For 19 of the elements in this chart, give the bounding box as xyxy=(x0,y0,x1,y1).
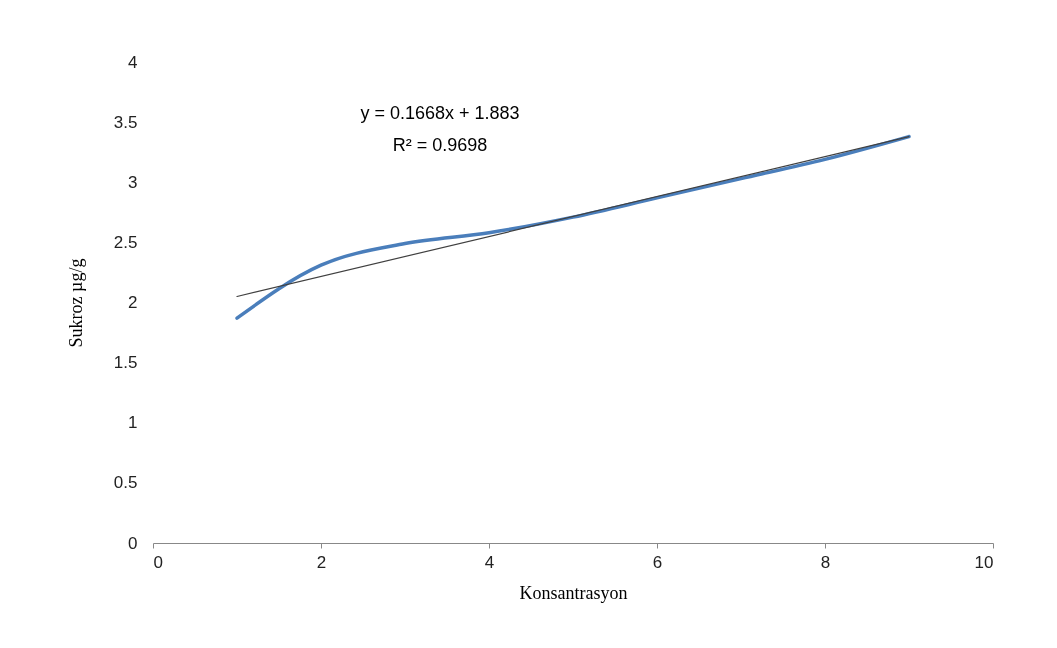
annotation: y = 0.1668x + 1.883 xyxy=(360,103,520,123)
y-tick-label: 1.5 xyxy=(113,353,138,373)
x-axis-title: Konsantrasyon xyxy=(519,582,628,603)
y-tick-label: 4 xyxy=(128,52,138,72)
x-tick-label: 0 xyxy=(153,552,163,572)
y-tick-label: 0.5 xyxy=(113,473,138,493)
x-tick-label: 4 xyxy=(484,552,495,572)
x-tick-label: 8 xyxy=(820,552,831,572)
y-tick-label: 3 xyxy=(128,172,138,192)
y-tick-label: 2.5 xyxy=(113,232,138,252)
x-tick-label: 10 xyxy=(974,552,994,572)
y-tick-label: 3.5 xyxy=(113,112,138,132)
y-tick-label: 0 xyxy=(128,533,138,553)
y-axis-title: Sukroz µg/g xyxy=(65,258,86,348)
x-tick-label: 2 xyxy=(316,552,327,572)
y-tick-label: 2 xyxy=(128,293,138,312)
annotation: R² = 0.9698 xyxy=(392,135,488,155)
x-tick-label: 6 xyxy=(652,552,663,572)
y-tick-label: 1 xyxy=(128,413,138,433)
